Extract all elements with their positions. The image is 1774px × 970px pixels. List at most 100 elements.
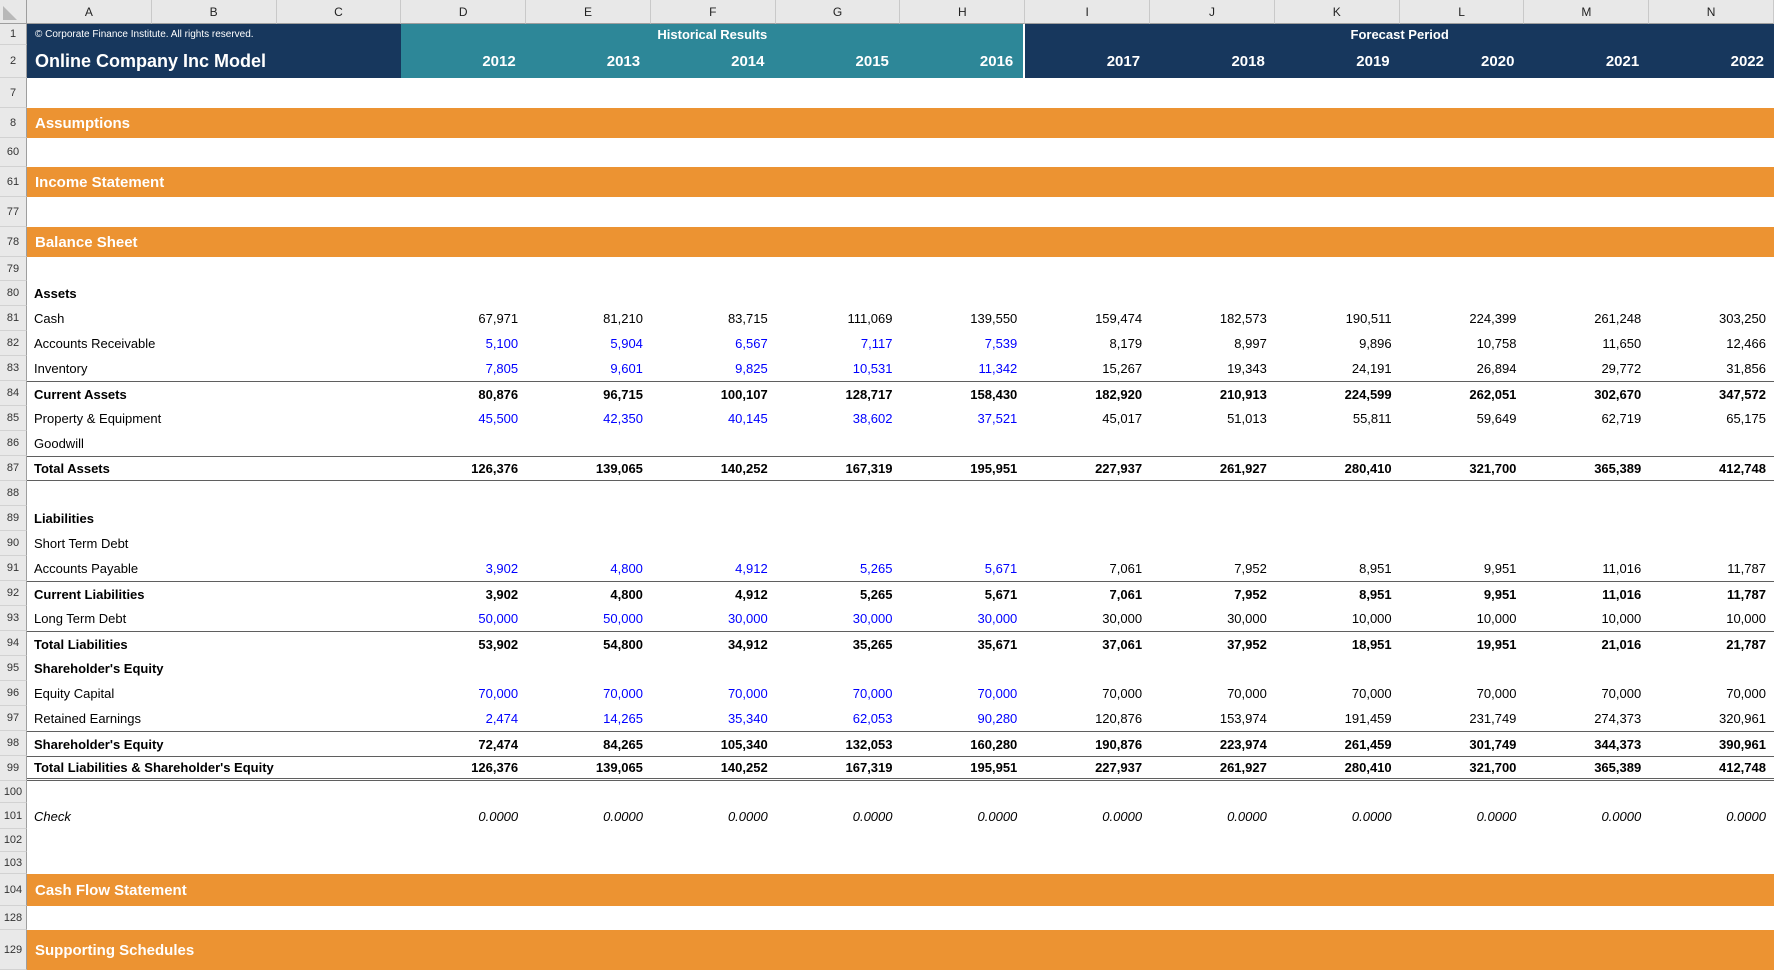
select-all-corner[interactable]: [0, 0, 27, 24]
forecast-year-2020[interactable]: 2020: [1481, 53, 1515, 70]
cell-D101[interactable]: 0.0000: [478, 808, 519, 824]
label-shareholder-s-equity[interactable]: Shareholder's Equity: [34, 661, 164, 676]
cell-K97[interactable]: 191,459: [1344, 711, 1392, 726]
label-check[interactable]: Check: [34, 808, 71, 824]
cell-G92[interactable]: 5,265: [859, 586, 893, 602]
cell-M81[interactable]: 261,248: [1594, 311, 1642, 326]
historical-year-2015[interactable]: 2015: [855, 53, 889, 70]
cell-N87[interactable]: 412,748: [1718, 461, 1766, 476]
cell-H101[interactable]: 0.0000: [977, 808, 1018, 824]
column-header-I[interactable]: I: [1025, 0, 1151, 24]
cell-F81[interactable]: 83,715: [727, 311, 768, 326]
cell-F97[interactable]: 35,340: [727, 711, 768, 726]
forecast-year-2018[interactable]: 2018: [1231, 53, 1265, 70]
row-header-78[interactable]: 78: [0, 227, 27, 257]
cell-M84[interactable]: 302,670: [1594, 386, 1642, 402]
row-header-96[interactable]: 96: [0, 681, 27, 706]
cell-N85[interactable]: 65,175: [1726, 411, 1766, 426]
label-accounts-payable[interactable]: Accounts Payable: [34, 561, 139, 576]
cell-G94[interactable]: 35,265: [852, 636, 893, 652]
cell-J97[interactable]: 153,974: [1219, 711, 1267, 726]
cell-H92[interactable]: 5,671: [984, 586, 1018, 602]
column-header-F[interactable]: F: [650, 0, 776, 24]
column-header-C[interactable]: C: [276, 0, 402, 24]
cell-N93[interactable]: 10,000: [1726, 611, 1766, 626]
cell-M83[interactable]: 29,772: [1601, 361, 1642, 376]
cell-L97[interactable]: 231,749: [1469, 711, 1517, 726]
forecast-year-2022[interactable]: 2022: [1730, 53, 1764, 70]
cell-E82[interactable]: 5,904: [610, 336, 643, 351]
cell-E99[interactable]: 139,065: [595, 760, 643, 775]
row-header-101[interactable]: 101: [0, 803, 27, 829]
cell-H87[interactable]: 195,951: [970, 461, 1018, 476]
row-header-79[interactable]: 79: [0, 257, 27, 281]
historical-year-2014[interactable]: 2014: [731, 53, 765, 70]
label-current-liabilities[interactable]: Current Liabilities: [34, 586, 145, 602]
forecast-year-2019[interactable]: 2019: [1356, 53, 1390, 70]
cell-G96[interactable]: 70,000: [852, 686, 893, 701]
cell-E85[interactable]: 42,350: [603, 411, 643, 426]
cell-E93[interactable]: 50,000: [603, 611, 643, 626]
label-equity-capital[interactable]: Equity Capital: [34, 686, 115, 701]
cell-I87[interactable]: 227,937: [1095, 461, 1143, 476]
cell-D82[interactable]: 5,100: [485, 336, 519, 351]
cell-H85[interactable]: 37,521: [977, 411, 1018, 426]
cell-K85[interactable]: 55,811: [1352, 411, 1392, 426]
row-header-8[interactable]: 8: [0, 108, 27, 138]
row-header-99[interactable]: 99: [0, 756, 27, 781]
cell-G91[interactable]: 5,265: [859, 561, 893, 576]
cell-M85[interactable]: 62,719: [1601, 411, 1642, 426]
cell-H83[interactable]: 11,342: [978, 361, 1018, 376]
cell-I84[interactable]: 182,920: [1095, 386, 1143, 402]
cell-E98[interactable]: 84,265: [603, 736, 643, 752]
cell-H98[interactable]: 160,280: [970, 736, 1018, 752]
cell-J99[interactable]: 261,927: [1219, 760, 1267, 775]
model-title-cell[interactable]: Online Company Inc Model: [27, 45, 402, 78]
cell-M82[interactable]: 11,650: [1602, 336, 1642, 351]
cell-L99[interactable]: 321,700: [1469, 760, 1517, 775]
cell-J96[interactable]: 70,000: [1227, 686, 1267, 701]
cell-K96[interactable]: 70,000: [1351, 686, 1392, 701]
cell-G97[interactable]: 62,053: [852, 711, 893, 726]
cell-J94[interactable]: 37,952: [1227, 636, 1267, 652]
cell-D92[interactable]: 3,902: [485, 586, 519, 602]
cell-K92[interactable]: 8,951: [1359, 586, 1392, 602]
cell-F84[interactable]: 100,107: [720, 386, 768, 402]
cell-D97[interactable]: 2,474: [485, 711, 519, 726]
forecast-year-2017[interactable]: 2017: [1106, 53, 1141, 70]
row-header-1[interactable]: 1: [0, 24, 27, 45]
label-total-liabilities[interactable]: Total Liabilities: [34, 636, 128, 652]
cell-L83[interactable]: 26,894: [1476, 361, 1517, 376]
cell-E101[interactable]: 0.0000: [603, 808, 643, 824]
cell-K82[interactable]: 9,896: [1359, 336, 1392, 351]
cell-E94[interactable]: 54,800: [603, 636, 643, 652]
row-header-61[interactable]: 61: [0, 167, 27, 197]
cell-D81[interactable]: 67,971: [478, 311, 519, 326]
cell-F99[interactable]: 140,252: [720, 760, 768, 775]
cell-K84[interactable]: 224,599: [1344, 386, 1392, 402]
cell-L82[interactable]: 10,758: [1476, 336, 1517, 351]
column-header-A[interactable]: A: [27, 0, 152, 24]
cell-H93[interactable]: 30,000: [977, 611, 1018, 626]
cell-J87[interactable]: 261,927: [1219, 461, 1267, 476]
cell-F93[interactable]: 30,000: [727, 611, 768, 626]
cell-H99[interactable]: 195,951: [970, 760, 1018, 775]
section-bar-cash-flow-statement[interactable]: Cash Flow Statement: [27, 874, 1774, 906]
cell-J81[interactable]: 182,573: [1219, 311, 1267, 326]
cell-K94[interactable]: 18,951: [1351, 636, 1392, 652]
cell-F96[interactable]: 70,000: [727, 686, 768, 701]
cell-K87[interactable]: 280,410: [1344, 461, 1392, 476]
cell-I97[interactable]: 120,876: [1095, 711, 1143, 726]
row-header-82[interactable]: 82: [0, 331, 27, 356]
cell-K99[interactable]: 280,410: [1344, 760, 1392, 775]
cell-L87[interactable]: 321,700: [1469, 461, 1517, 476]
column-header-M[interactable]: M: [1524, 0, 1650, 24]
cell-L91[interactable]: 9,951: [1483, 561, 1517, 576]
section-bar-balance-sheet[interactable]: Balance Sheet: [27, 227, 1774, 257]
row-header-92[interactable]: 92: [0, 581, 27, 606]
label-retained-earnings[interactable]: Retained Earnings: [34, 711, 141, 726]
cell-I91[interactable]: 7,061: [1109, 561, 1143, 576]
forecast-period-band[interactable]: Forecast Period: [1025, 24, 1774, 45]
row-header-95[interactable]: 95: [0, 656, 27, 681]
historical-year-2016[interactable]: 2016: [979, 53, 1014, 70]
